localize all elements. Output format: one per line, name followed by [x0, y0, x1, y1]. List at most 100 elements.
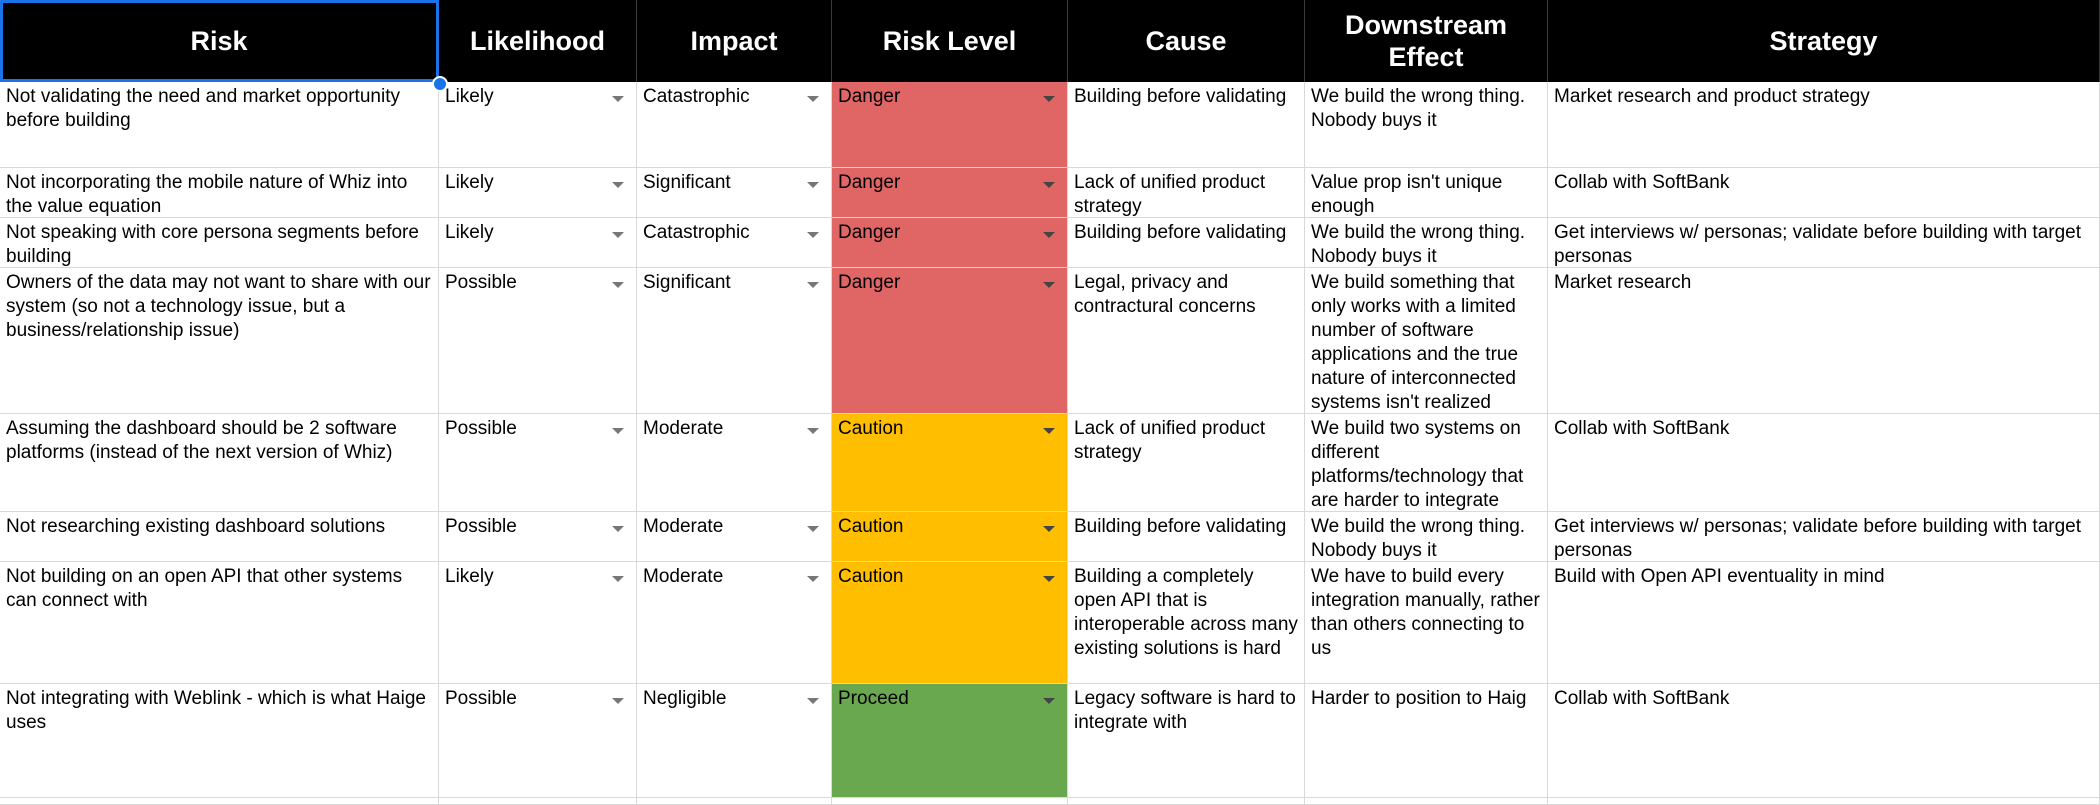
cell-risk-level-dropdown[interactable]: Caution [832, 512, 1068, 562]
cell-impact-dropdown[interactable]: Catastrophic [637, 218, 832, 268]
cell-value: Likely [445, 172, 494, 193]
empty-cell[interactable] [1548, 798, 2100, 805]
cell-cause[interactable]: Legal, privacy and contractural concerns [1068, 268, 1305, 414]
cell-strategy[interactable]: Market research [1548, 268, 2100, 414]
dropdown-arrow-icon[interactable] [612, 526, 624, 532]
dropdown-arrow-icon[interactable] [807, 526, 819, 532]
cell-strategy[interactable]: Get interviews w/ personas; validate bef… [1548, 512, 2100, 562]
cell-downstream-effect[interactable]: We build something that only works with … [1305, 268, 1548, 414]
cell-strategy[interactable]: Get interviews w/ personas; validate bef… [1548, 218, 2100, 268]
dropdown-arrow-icon[interactable] [612, 96, 624, 102]
cell-strategy[interactable]: Collab with SoftBank [1548, 684, 2100, 798]
selection-fill-handle[interactable] [432, 76, 448, 92]
dropdown-arrow-icon[interactable] [1043, 182, 1055, 188]
cell-risk[interactable]: Not validating the need and market oppor… [0, 82, 439, 168]
cell-impact-dropdown[interactable]: Significant [637, 268, 832, 414]
dropdown-arrow-icon[interactable] [612, 428, 624, 434]
cell-likelihood-dropdown[interactable]: Likely [439, 168, 637, 218]
cell-value: Likely [445, 566, 494, 587]
empty-cell[interactable] [1305, 798, 1548, 805]
cell-risk[interactable]: Not researching existing dashboard solut… [0, 512, 439, 562]
dropdown-arrow-icon[interactable] [807, 428, 819, 434]
dropdown-arrow-icon[interactable] [1043, 96, 1055, 102]
cell-downstream-effect[interactable]: We build two systems on different platfo… [1305, 414, 1548, 512]
dropdown-arrow-icon[interactable] [612, 232, 624, 238]
empty-cell[interactable] [439, 798, 637, 805]
cell-likelihood-dropdown[interactable]: Likely [439, 82, 637, 168]
cell-likelihood-dropdown[interactable]: Possible [439, 414, 637, 512]
dropdown-arrow-icon[interactable] [612, 576, 624, 582]
dropdown-arrow-icon[interactable] [612, 698, 624, 704]
cell-strategy[interactable]: Market research and product strategy [1548, 82, 2100, 168]
header-impact[interactable]: Impact [637, 0, 832, 82]
cell-risk-level-dropdown[interactable]: Danger [832, 168, 1068, 218]
cell-likelihood-dropdown[interactable]: Possible [439, 512, 637, 562]
empty-cell[interactable] [637, 798, 832, 805]
dropdown-arrow-icon[interactable] [1043, 282, 1055, 288]
empty-cell[interactable] [832, 798, 1068, 805]
cell-risk-level-dropdown[interactable]: Caution [832, 414, 1068, 512]
dropdown-arrow-icon[interactable] [1043, 698, 1055, 704]
cell-downstream-effect[interactable]: We build the wrong thing. Nobody buys it [1305, 512, 1548, 562]
dropdown-arrow-icon[interactable] [807, 232, 819, 238]
cell-value: Catastrophic [643, 222, 750, 243]
cell-downstream-effect[interactable]: Value prop isn't unique enough [1305, 168, 1548, 218]
cell-impact-dropdown[interactable]: Negligible [637, 684, 832, 798]
cell-cause[interactable]: Legacy software is hard to integrate wit… [1068, 684, 1305, 798]
cell-risk[interactable]: Owners of the data may not want to share… [0, 268, 439, 414]
header-strategy[interactable]: Strategy [1548, 0, 2100, 82]
cell-cause[interactable]: Building a completely open API that is i… [1068, 562, 1305, 684]
cell-downstream-effect[interactable]: We build the wrong thing. Nobody buys it [1305, 82, 1548, 168]
cell-downstream-effect[interactable]: We build the wrong thing. Nobody buys it [1305, 218, 1548, 268]
cell-cause[interactable]: Building before validating [1068, 82, 1305, 168]
dropdown-arrow-icon[interactable] [807, 576, 819, 582]
cell-likelihood-dropdown[interactable]: Possible [439, 684, 637, 798]
cell-impact-dropdown[interactable]: Moderate [637, 414, 832, 512]
cell-impact-dropdown[interactable]: Moderate [637, 562, 832, 684]
dropdown-arrow-icon[interactable] [807, 698, 819, 704]
cell-downstream-effect[interactable]: We have to build every integration manua… [1305, 562, 1548, 684]
cell-strategy[interactable]: Collab with SoftBank [1548, 168, 2100, 218]
cell-risk-level-dropdown[interactable]: Caution [832, 562, 1068, 684]
header-risk[interactable]: Risk [0, 0, 439, 82]
cell-likelihood-dropdown[interactable]: Likely [439, 218, 637, 268]
dropdown-arrow-icon[interactable] [1043, 526, 1055, 532]
dropdown-arrow-icon[interactable] [1043, 576, 1055, 582]
empty-cell[interactable] [1068, 798, 1305, 805]
cell-strategy[interactable]: Build with Open API eventuality in mind [1548, 562, 2100, 684]
cell-cause[interactable]: Building before validating [1068, 512, 1305, 562]
header-risk-level[interactable]: Risk Level [832, 0, 1068, 82]
empty-cell[interactable] [0, 798, 439, 805]
cell-downstream-effect[interactable]: Harder to position to Haig [1305, 684, 1548, 798]
cell-risk[interactable]: Not integrating with Weblink - which is … [0, 684, 439, 798]
cell-strategy[interactable]: Collab with SoftBank [1548, 414, 2100, 512]
cell-risk[interactable]: Assuming the dashboard should be 2 softw… [0, 414, 439, 512]
cell-impact-dropdown[interactable]: Moderate [637, 512, 832, 562]
dropdown-arrow-icon[interactable] [1043, 232, 1055, 238]
cell-risk[interactable]: Not incorporating the mobile nature of W… [0, 168, 439, 218]
cell-risk[interactable]: Not speaking with core persona segments … [0, 218, 439, 268]
cell-likelihood-dropdown[interactable]: Possible [439, 268, 637, 414]
header-cause[interactable]: Cause [1068, 0, 1305, 82]
dropdown-arrow-icon[interactable] [612, 182, 624, 188]
cell-risk-level-dropdown[interactable]: Danger [832, 82, 1068, 168]
cell-risk-level-dropdown[interactable]: Proceed [832, 684, 1068, 798]
cell-likelihood-dropdown[interactable]: Likely [439, 562, 637, 684]
cell-risk-level-dropdown[interactable]: Danger [832, 268, 1068, 414]
header-likelihood[interactable]: Likelihood [439, 0, 637, 82]
cell-risk-level-dropdown[interactable]: Danger [832, 218, 1068, 268]
header-downstream-effect[interactable]: Downstream Effect [1305, 0, 1548, 82]
dropdown-arrow-icon[interactable] [807, 282, 819, 288]
cell-value: Moderate [643, 516, 724, 537]
cell-risk[interactable]: Not building on an open API that other s… [0, 562, 439, 684]
cell-impact-dropdown[interactable]: Catastrophic [637, 82, 832, 168]
dropdown-arrow-icon[interactable] [807, 96, 819, 102]
cell-cause[interactable]: Lack of unified product strategy [1068, 414, 1305, 512]
dropdown-arrow-icon[interactable] [1043, 428, 1055, 434]
dropdown-arrow-icon[interactable] [612, 282, 624, 288]
cell-cause[interactable]: Building before validating [1068, 218, 1305, 268]
cell-impact-dropdown[interactable]: Significant [637, 168, 832, 218]
dropdown-arrow-icon[interactable] [807, 182, 819, 188]
cell-cause[interactable]: Lack of unified product strategy [1068, 168, 1305, 218]
